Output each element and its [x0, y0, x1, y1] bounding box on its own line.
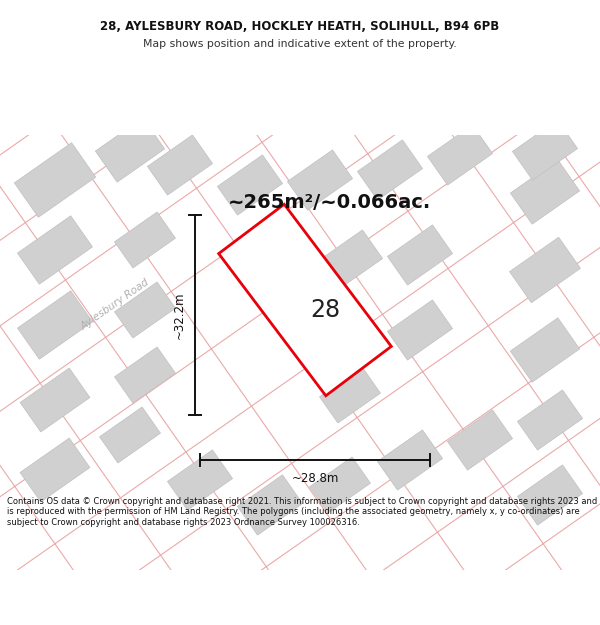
Polygon shape — [115, 347, 175, 403]
Polygon shape — [358, 140, 422, 200]
Polygon shape — [388, 225, 452, 285]
Polygon shape — [100, 407, 160, 463]
Text: 28, AYLESBURY ROAD, HOCKLEY HEATH, SOLIHULL, B94 6PB: 28, AYLESBURY ROAD, HOCKLEY HEATH, SOLIH… — [100, 20, 500, 32]
Polygon shape — [95, 118, 164, 182]
Polygon shape — [238, 475, 302, 535]
Polygon shape — [115, 282, 175, 338]
Polygon shape — [148, 135, 212, 195]
Text: Map shows position and indicative extent of the property.: Map shows position and indicative extent… — [143, 39, 457, 49]
Polygon shape — [287, 150, 353, 210]
Polygon shape — [217, 155, 283, 215]
Polygon shape — [167, 450, 233, 510]
Text: Contains OS data © Crown copyright and database right 2021. This information is : Contains OS data © Crown copyright and d… — [7, 497, 598, 527]
Polygon shape — [448, 410, 512, 470]
Polygon shape — [20, 438, 90, 502]
Text: ~32.2m: ~32.2m — [173, 291, 185, 339]
Polygon shape — [218, 204, 391, 396]
Text: ~28.8m: ~28.8m — [292, 471, 338, 484]
Polygon shape — [517, 390, 583, 450]
Polygon shape — [388, 300, 452, 360]
Polygon shape — [320, 367, 380, 423]
Polygon shape — [377, 430, 443, 490]
Polygon shape — [427, 125, 493, 185]
Polygon shape — [310, 457, 370, 513]
Polygon shape — [517, 465, 583, 525]
Polygon shape — [512, 120, 578, 180]
Polygon shape — [115, 212, 175, 268]
Polygon shape — [509, 238, 580, 302]
Polygon shape — [14, 142, 96, 218]
Text: ~265m²/~0.066ac.: ~265m²/~0.066ac. — [229, 192, 431, 211]
Text: Aylesbury Road: Aylesbury Road — [79, 278, 151, 332]
Polygon shape — [17, 216, 92, 284]
Text: 28: 28 — [310, 298, 340, 322]
Polygon shape — [20, 368, 90, 432]
Polygon shape — [17, 291, 92, 359]
Polygon shape — [511, 318, 580, 382]
Polygon shape — [317, 230, 383, 290]
Polygon shape — [511, 160, 580, 224]
